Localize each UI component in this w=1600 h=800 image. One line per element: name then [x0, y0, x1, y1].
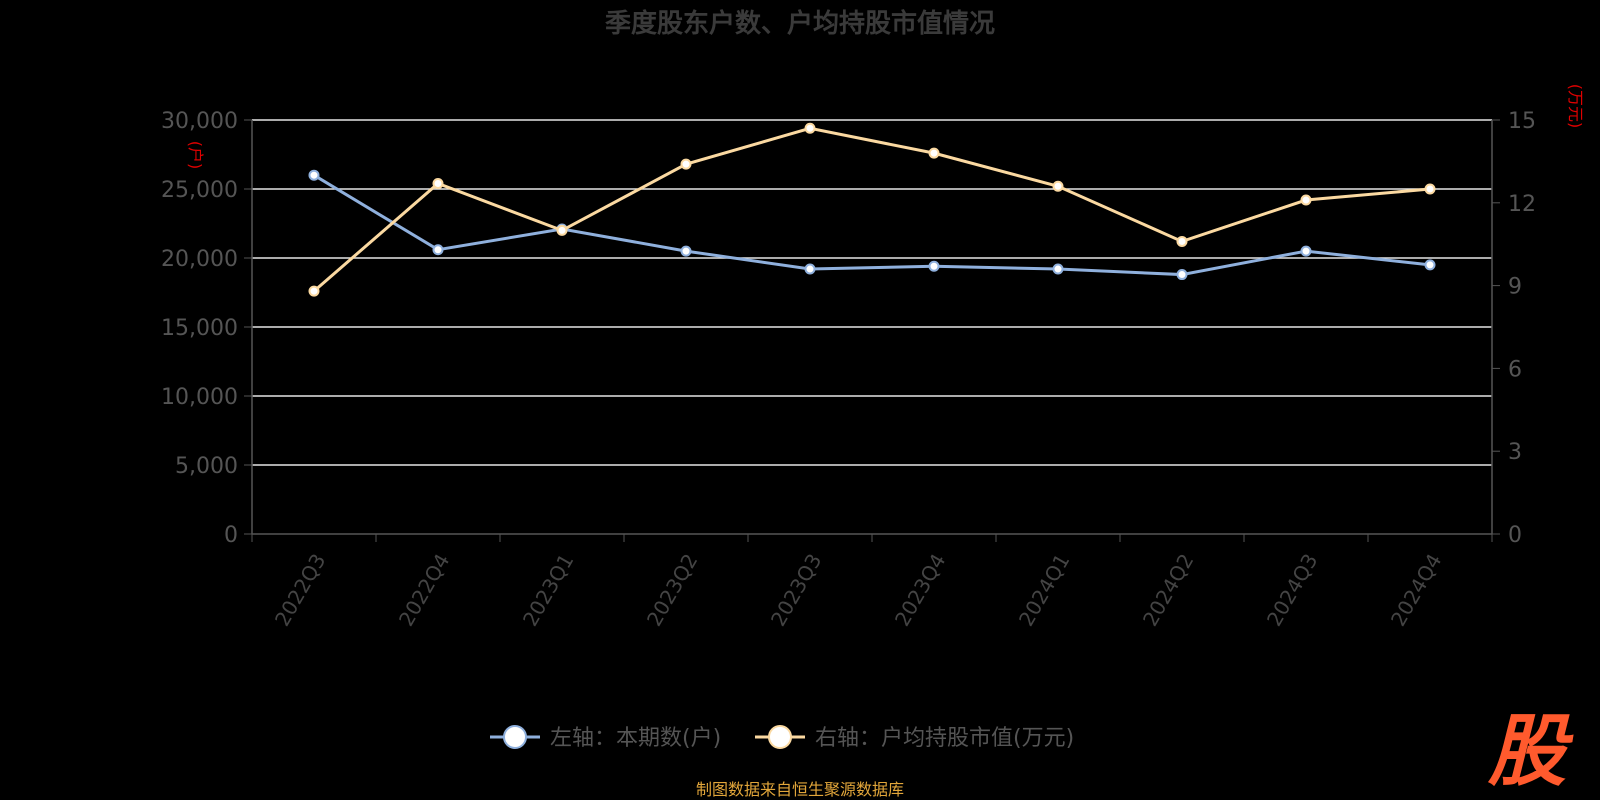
series-point-1	[928, 147, 940, 159]
right-axis-tick-label: 3	[1508, 440, 1522, 465]
grid-lines	[252, 119, 1492, 466]
series-point-1	[804, 122, 816, 134]
legend: 左轴：本期数(户) 右轴：户均持股市值(万元)	[490, 725, 1074, 751]
x-axis-tick-label: 2023Q2	[642, 550, 702, 631]
x-axis-tick-label: 2023Q4	[890, 550, 950, 631]
right-axis-unit: (万元)	[1566, 84, 1585, 129]
left-axis-tick-label: 15,000	[161, 316, 238, 341]
left-axis-tick-label: 5,000	[175, 454, 238, 479]
series-point-1	[1300, 194, 1312, 206]
left-axis-unit: (户)	[186, 141, 205, 170]
right-axis-tick-label: 9	[1508, 275, 1522, 300]
logo-glyph: 股	[1487, 707, 1574, 797]
series-point-0	[680, 245, 692, 257]
series-point-0	[928, 260, 940, 272]
series-point-1	[556, 224, 568, 236]
left-axis-tick-label: 20,000	[161, 247, 238, 272]
series-point-0	[1300, 245, 1312, 257]
right-axis-tick-label: 0	[1508, 523, 1522, 548]
x-axis-tick-label: 2024Q1	[1014, 550, 1074, 631]
series-point-0	[804, 263, 816, 275]
x-axis-tick-label: 2023Q3	[766, 550, 826, 631]
x-axis-tick-label: 2024Q2	[1138, 550, 1198, 631]
right-axis-tick-label: 6	[1508, 357, 1522, 382]
legend-label-left: 左轴：本期数(户)	[550, 726, 721, 751]
x-axis-tick-label: 2024Q3	[1262, 550, 1322, 631]
legend-marker-right	[768, 725, 792, 749]
series-point-0	[1052, 263, 1064, 275]
chart-title: 季度股东户数、户均持股市值情况	[605, 8, 995, 39]
legend-marker-left	[503, 725, 527, 749]
series	[308, 122, 1436, 297]
series-point-0	[308, 169, 320, 181]
left-axis-tick-label: 30,000	[161, 109, 238, 134]
x-axis-tick-label: 2023Q1	[518, 550, 578, 631]
series-point-1	[1176, 235, 1188, 247]
axes: 0 5,000 10,000 15,000 20,000 25,000 30,000 0 3 6 9…	[161, 109, 1536, 630]
series-point-0	[1424, 259, 1436, 271]
x-axis-tick-label: 2022Q4	[394, 550, 454, 631]
left-axis-tick-label: 25,000	[161, 178, 238, 203]
series-point-0	[1176, 269, 1188, 281]
series-point-1	[308, 285, 320, 297]
series-point-1	[1052, 180, 1064, 192]
series-point-1	[680, 158, 692, 170]
series-point-1	[432, 177, 444, 189]
left-axis-tick-label: 0	[224, 523, 238, 548]
series-point-0	[432, 244, 444, 256]
series-line-0	[313, 173, 1431, 277]
left-axis-tick-label: 10,000	[161, 385, 238, 410]
series-line-1	[313, 126, 1431, 293]
right-axis-tick-label: 12	[1508, 192, 1536, 217]
series-point-1	[1424, 183, 1436, 195]
right-axis-tick-label: 15	[1508, 109, 1536, 134]
source-note: 制图数据来自恒生聚源数据库	[696, 780, 904, 799]
legend-label-right: 右轴：户均持股市值(万元)	[815, 726, 1074, 751]
x-axis-tick-label: 2024Q4	[1386, 550, 1446, 631]
x-axis-tick-label: 2022Q3	[270, 550, 330, 631]
